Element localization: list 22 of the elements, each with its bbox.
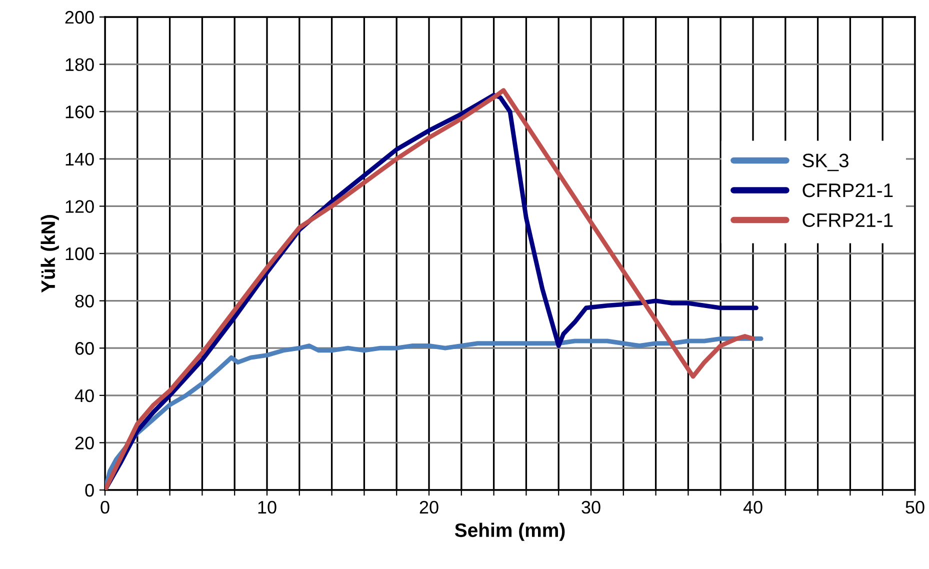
y-tick-label: 40 bbox=[74, 389, 94, 402]
y-tick-label: 60 bbox=[75, 342, 94, 355]
x-tick-label: 20 bbox=[420, 500, 438, 514]
legend-label: CFRP21-1 bbox=[802, 183, 893, 198]
x-axis-title: Sehim (mm) bbox=[454, 522, 565, 541]
legend-label: SK_3 bbox=[802, 154, 848, 172]
y-tick-label: 120 bbox=[66, 200, 94, 213]
y-tick-label: 140 bbox=[66, 152, 94, 166]
x-tick-label: 0 bbox=[100, 500, 110, 514]
y-tick-label: 200 bbox=[65, 10, 94, 24]
y-tick-label: 180 bbox=[66, 58, 94, 72]
x-tick-label: 40 bbox=[743, 500, 762, 514]
y-tick-label: 100 bbox=[66, 247, 94, 260]
x-tick-label: 50 bbox=[906, 500, 924, 514]
y-axis-title: Yük (kN) bbox=[40, 215, 59, 293]
y-tick-label: 20 bbox=[75, 436, 94, 450]
y-tick-label: 0 bbox=[85, 484, 94, 497]
x-tick-label: 30 bbox=[582, 500, 600, 514]
y-tick-label: 80 bbox=[75, 294, 94, 308]
x-tick-label: 10 bbox=[258, 500, 276, 514]
legend-label: CFRP21-1 bbox=[802, 213, 893, 228]
y-tick-label: 160 bbox=[66, 106, 94, 118]
